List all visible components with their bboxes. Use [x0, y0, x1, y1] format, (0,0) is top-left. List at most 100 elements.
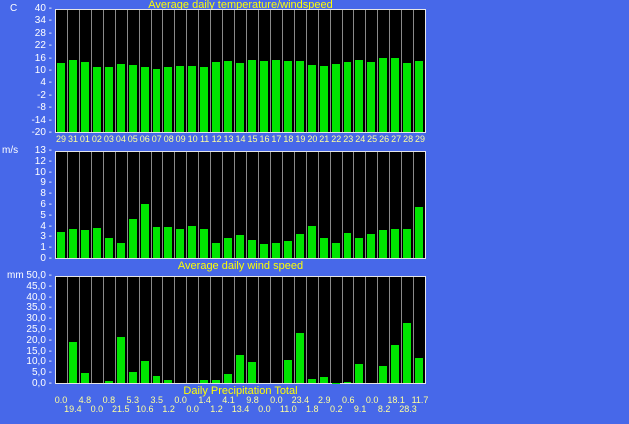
temperature-bar [307, 65, 316, 132]
precip-value-label: 0.6 [341, 395, 355, 405]
day-label: 08 [163, 134, 174, 144]
bar-slot [259, 10, 271, 132]
bar-slot [104, 152, 116, 258]
bar-slot [366, 277, 379, 383]
precip-value-label: 0.0 [174, 395, 187, 405]
windspeed-y-tick-label: 1 [0, 242, 52, 254]
temperature-y-tick-label: 34 [0, 15, 52, 27]
bar-slot [68, 10, 80, 132]
bar-slot [295, 277, 307, 383]
windspeed-y-tick-label: 9 [0, 177, 52, 189]
temperature-bar [200, 67, 209, 132]
windspeed-bar [188, 226, 197, 258]
precip-value-label: 19.4 [64, 404, 82, 414]
windspeed-y-tick-label: 12 [0, 156, 52, 168]
windspeed-y-tick-label: 0 [0, 253, 52, 265]
temperature-bar [224, 60, 233, 132]
bar-slot [152, 152, 164, 258]
precip-value-label: 28.3 [399, 404, 417, 414]
bar-slot [343, 10, 355, 132]
day-label: 23 [343, 134, 354, 144]
temperature-y-tick-label: -8 [0, 102, 52, 114]
bar-slot [92, 10, 104, 132]
temperature-bar [355, 60, 364, 132]
bar-slot [366, 152, 379, 258]
day-label: 03 [103, 134, 114, 144]
bar-slot [104, 10, 116, 132]
day-label: 02 [91, 134, 102, 144]
windspeed-y-tick-label: 5 [0, 210, 52, 222]
windspeed-bar [164, 227, 173, 258]
windspeed-bar [343, 232, 352, 258]
bar-slot [366, 10, 379, 132]
windspeed-bar [319, 237, 328, 258]
precipitation-bar [80, 372, 89, 383]
precipitation-y-tick-label: 25,0 [0, 324, 52, 336]
day-label: 22 [331, 134, 342, 144]
temperature-y-tick-label: 10 [0, 65, 52, 77]
bar-slot [331, 10, 343, 132]
day-label: 11 [199, 134, 210, 144]
temperature-y-tick-label: -14 [0, 115, 52, 127]
bar-slot [390, 277, 403, 383]
precipitation-y-tick-label: 40,0 [0, 292, 52, 304]
day-label: 29 [415, 134, 426, 144]
temperature-bar [176, 66, 185, 132]
bar-slot [247, 277, 259, 383]
bar-slot [211, 10, 224, 132]
windspeed-y-tick-label: 3 [0, 231, 52, 243]
precip-value-label: 13.4 [231, 404, 250, 414]
temperature-bar [415, 60, 424, 132]
bar-slot [319, 277, 331, 383]
day-label: 28 [403, 134, 414, 144]
day-label: 29 [55, 134, 66, 144]
windspeed-y-tick-label: 10 [0, 167, 52, 179]
windspeed-bar [140, 204, 149, 258]
temperature-bar [164, 67, 173, 132]
temperature-y-tick-label: 4 [0, 77, 52, 89]
windspeed-y-tick-label: 13 [0, 145, 52, 157]
precip-value-label: 4.8 [78, 395, 92, 405]
temperature-bar [128, 64, 137, 132]
bar-slot [259, 152, 271, 258]
bar-slot [295, 152, 307, 258]
bar-slot [343, 277, 355, 383]
precip-value-label: 0.0 [90, 404, 104, 414]
precipitation-bar [319, 376, 328, 383]
bar-slot [283, 10, 295, 132]
temperature-bar [331, 64, 340, 132]
temperature-bar [367, 61, 376, 132]
day-label: 15 [247, 134, 258, 144]
windspeed-bar [176, 229, 185, 258]
temperature-axis-unit-label: C [10, 3, 18, 14]
precipitation-bar [68, 341, 77, 383]
bar-slot [235, 277, 247, 383]
precip-value-label: 8.2 [377, 404, 391, 414]
bar-slot [378, 10, 391, 132]
precip-value-label: 1.2 [210, 404, 223, 414]
bar-slot [175, 277, 188, 383]
temperature-bar [403, 63, 412, 132]
temperature-bar [295, 60, 304, 132]
windspeed-bar [224, 237, 233, 258]
precipitation-bar [212, 380, 221, 383]
day-label: 14 [235, 134, 246, 144]
temperature-bar [57, 63, 65, 132]
precipitation-bar [248, 362, 256, 383]
bar-slot [259, 277, 271, 383]
precipitation-bar [224, 374, 233, 383]
day-label: 05 [127, 134, 138, 144]
temperature-bar [343, 61, 352, 132]
bar-slot [116, 10, 128, 132]
precipitation-y-tick-label: 45,0 [0, 281, 52, 293]
bar-slot [116, 152, 128, 258]
windspeed-bar [128, 218, 137, 258]
bar-slot [235, 152, 247, 258]
bar-slot [378, 152, 391, 258]
bar-slot [163, 152, 176, 258]
windspeed-bar [379, 230, 388, 258]
precipitation-bar [164, 380, 173, 383]
